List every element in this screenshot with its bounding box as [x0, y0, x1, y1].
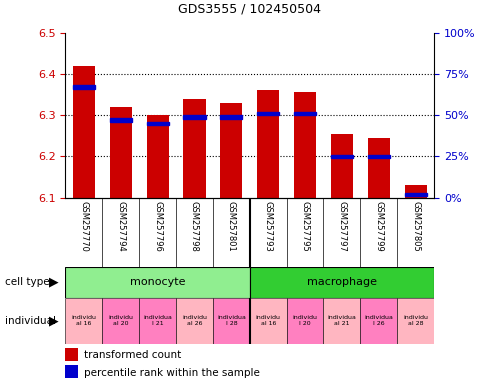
Text: individu
l 20: individu l 20 [292, 315, 317, 326]
Text: individu
al 16: individu al 16 [71, 315, 96, 326]
Bar [183, 115, 205, 119]
Text: individual: individual [5, 316, 56, 326]
Bar [73, 66, 95, 198]
Text: transformed count: transformed count [84, 350, 181, 360]
Text: GDS3555 / 102450504: GDS3555 / 102450504 [178, 2, 320, 15]
Bar [109, 107, 132, 198]
Text: GSM257798: GSM257798 [190, 201, 198, 252]
Bar [65, 267, 249, 298]
Text: individua
l 26: individua l 26 [363, 315, 393, 326]
Bar [146, 122, 168, 125]
Text: individu
al 16: individu al 16 [255, 315, 280, 326]
Bar [360, 298, 396, 344]
Text: percentile rank within the sample: percentile rank within the sample [84, 367, 259, 377]
Bar [330, 134, 352, 198]
Text: cell type: cell type [5, 277, 49, 287]
Bar [220, 103, 242, 198]
Text: GSM257795: GSM257795 [300, 201, 309, 252]
Bar [404, 193, 426, 196]
Bar [109, 118, 132, 122]
Text: monocyte: monocyte [130, 277, 185, 287]
Text: individua
l 28: individua l 28 [216, 315, 245, 326]
Bar [293, 93, 316, 198]
Bar [367, 138, 389, 198]
Bar [249, 298, 286, 344]
Text: GSM257793: GSM257793 [263, 201, 272, 252]
Text: individu
al 28: individu al 28 [402, 315, 427, 326]
Text: individua
al 21: individua al 21 [327, 315, 356, 326]
Text: GSM257770: GSM257770 [79, 201, 88, 252]
Bar [367, 155, 389, 158]
Bar [65, 365, 78, 379]
Bar [212, 298, 249, 344]
Bar [65, 348, 78, 361]
Text: individua
l 21: individua l 21 [143, 315, 172, 326]
Bar [65, 298, 102, 344]
Text: GSM257805: GSM257805 [410, 201, 419, 252]
Text: macrophage: macrophage [306, 277, 376, 287]
Text: GSM257799: GSM257799 [374, 201, 382, 252]
Bar [330, 155, 352, 158]
Bar [396, 298, 433, 344]
Bar [293, 112, 316, 116]
Bar [176, 298, 212, 344]
Bar [257, 112, 279, 116]
Bar [73, 85, 95, 89]
Bar [323, 298, 360, 344]
Text: individu
al 26: individu al 26 [182, 315, 207, 326]
Text: individu
al 20: individu al 20 [108, 315, 133, 326]
Bar [404, 185, 426, 198]
Bar [220, 115, 242, 119]
Bar [146, 115, 168, 198]
Text: GSM257794: GSM257794 [116, 201, 125, 252]
Text: ▶: ▶ [48, 314, 58, 327]
Bar [102, 298, 139, 344]
Text: GSM257796: GSM257796 [153, 201, 162, 252]
Bar [183, 99, 205, 198]
Text: GSM257797: GSM257797 [337, 201, 346, 252]
Bar [257, 90, 279, 198]
Text: ▶: ▶ [48, 276, 58, 289]
Bar [286, 298, 323, 344]
Bar [139, 298, 176, 344]
Bar [249, 267, 433, 298]
Text: GSM257801: GSM257801 [227, 201, 235, 252]
